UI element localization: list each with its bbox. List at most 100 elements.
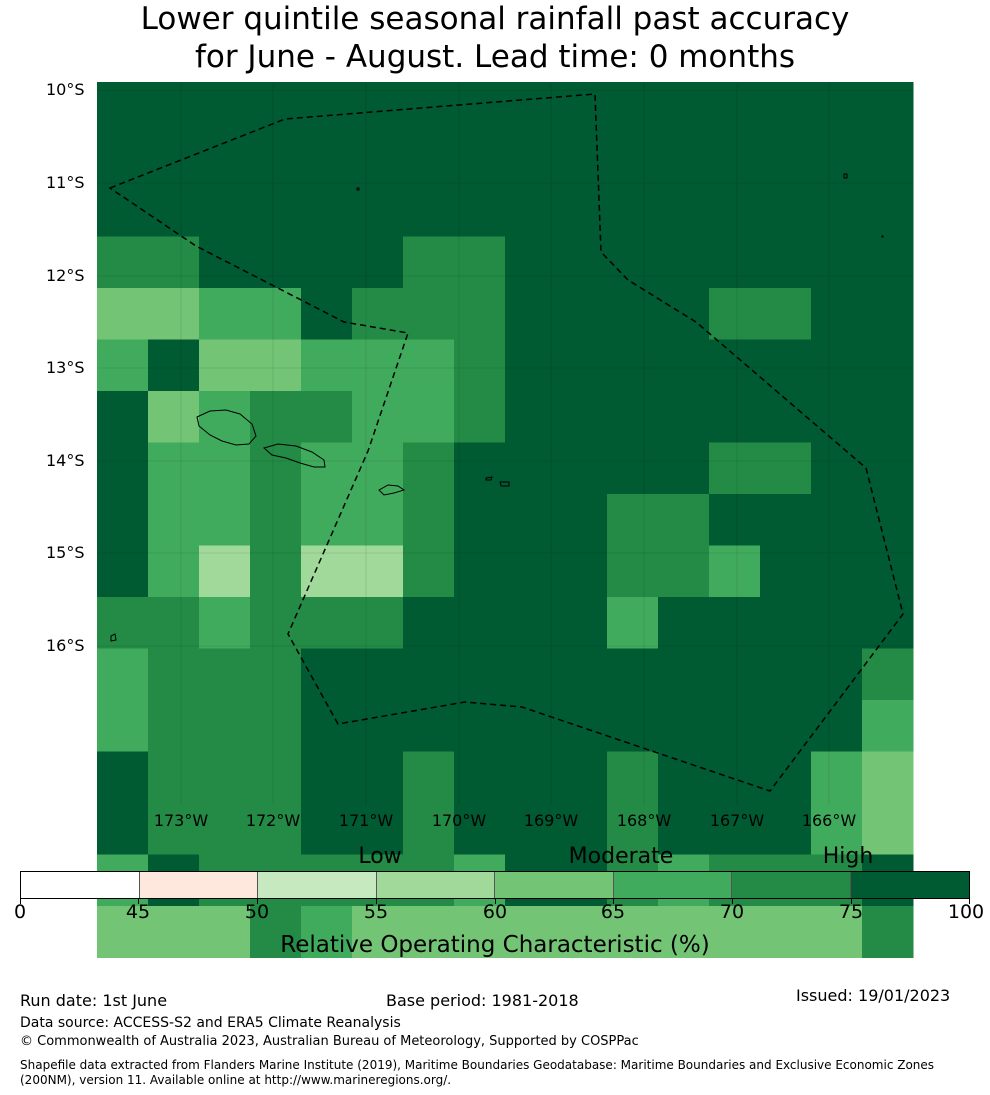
grid-cell [505,803,557,855]
colorbar-segment [495,872,614,898]
grid-cell [148,906,200,958]
grid-cell [607,391,659,443]
grid-cell [97,133,149,186]
grid-cell [352,648,404,701]
grid-cell [862,82,914,134]
grid-cell [658,391,710,443]
grid-cell [556,133,608,186]
grid-cell [811,597,863,649]
grid-cell [301,236,353,289]
grid-cell [709,906,761,958]
grid-cell [199,442,251,495]
colorbar-tick-75: 75 [838,901,864,923]
colorbar-segment [376,872,495,898]
grid-cell [607,597,659,649]
grid-cell [709,133,761,186]
grid-cell [811,442,863,495]
grid-cell [199,906,251,958]
grid-cell [403,185,455,237]
grid-cell [97,442,149,495]
grid-cell [301,906,353,958]
grid-cell [301,700,353,752]
lat-label-11s: 11°S [46,173,85,192]
grid-cell [760,751,812,804]
upolu-island [262,443,326,468]
grid-cell [760,803,812,855]
grid-cell [505,545,557,598]
grid-cell [658,906,710,958]
grid-cell [709,442,761,495]
grid-cell [556,545,608,598]
grid-cell [505,185,557,237]
grid-cell [505,906,557,958]
grid-cell [658,700,710,752]
grid-cell [352,236,404,289]
grid-cell [505,288,557,340]
grid-cell [658,545,710,598]
grid-cell [148,236,200,289]
grid-cell [505,597,557,649]
grid-cell [148,391,200,443]
grid-cell [505,648,557,701]
grid-cell [403,648,455,701]
grid-cell [607,803,659,855]
grid-cell [199,648,251,701]
colorbar [20,871,970,899]
grid-cell [403,700,455,752]
grid-cell [97,185,149,237]
eez-boundary [108,93,904,792]
grid-cell [352,288,404,340]
graticule [97,82,913,805]
lat-label-10s: 10°S [46,80,85,99]
grid-cell [199,288,251,340]
grid-cell [403,545,455,598]
grid-cell [811,133,863,186]
rose-atoll [110,633,117,642]
grid-cell [658,751,710,804]
legend-band-high: High [822,844,874,869]
grid-cell [709,597,761,649]
grid-cell [556,442,608,495]
grid-cell [97,803,149,855]
grid-cell [403,803,455,855]
grid-cell [760,288,812,340]
grid-cell [658,185,710,237]
grid-cell [301,391,353,443]
run-date: Run date: 1st June [20,991,168,1010]
grid-cell [97,339,149,392]
grid-cell [760,133,812,186]
colorbar-tick-65: 65 [600,901,626,923]
grid-cell [658,494,710,546]
grid-cell [97,391,149,443]
grid-cell [811,236,863,289]
grid-cell [97,236,149,289]
grid-cell [148,133,200,186]
grid-cell [301,185,353,237]
colorbar-segment [139,872,258,898]
grid-cell [505,391,557,443]
grid-cell [250,82,302,134]
grid-cell [199,545,251,598]
grid-cell [862,751,914,804]
grid-cell [97,494,149,546]
grid-cell [250,442,302,495]
lon-label-169w: 169°W [523,811,579,830]
grid-cell [352,339,404,392]
grid-cell [607,185,659,237]
grid-cell [97,648,149,701]
grid-cell [250,339,302,392]
tutuila-island [378,484,406,496]
grid-cell [556,648,608,701]
grid-cell [199,803,251,855]
grid-cell [403,339,455,392]
grid-cell [454,339,506,392]
grid-cell [148,751,200,804]
lon-label-166w: 166°W [801,811,857,830]
grid-cell [505,339,557,392]
grid-cell [403,906,455,958]
grid-cell [454,494,506,546]
grid-cell [556,751,608,804]
grid-cell [97,906,149,958]
grid-cell [301,288,353,340]
grid-cell [505,442,557,495]
